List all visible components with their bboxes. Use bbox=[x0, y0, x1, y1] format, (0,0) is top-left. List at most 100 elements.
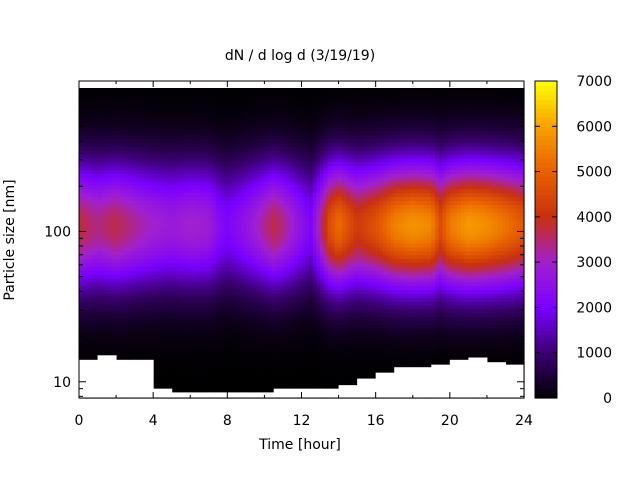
heatmap-cell bbox=[260, 324, 266, 329]
heatmap-cell bbox=[168, 88, 173, 93]
heatmap-cell bbox=[268, 150, 273, 155]
heatmap-cell bbox=[156, 351, 162, 356]
heatmap-cell bbox=[138, 99, 143, 105]
heatmap-cell bbox=[156, 254, 162, 260]
heatmap-cell bbox=[108, 111, 113, 116]
heatmap-cell bbox=[305, 153, 310, 159]
heatmap-cell bbox=[227, 305, 232, 310]
heatmap-cell bbox=[242, 289, 247, 294]
heatmap-cell bbox=[153, 281, 158, 287]
heatmap-cell bbox=[242, 231, 247, 236]
heatmap-cell bbox=[112, 328, 117, 333]
heatmap-cell bbox=[242, 227, 247, 232]
heatmap-cell bbox=[93, 328, 99, 333]
heatmap-cell bbox=[190, 95, 195, 101]
heatmap-cell bbox=[242, 347, 247, 353]
heatmap-cell bbox=[201, 308, 206, 314]
heatmap-cell bbox=[186, 312, 191, 318]
heatmap-cell bbox=[305, 277, 310, 283]
heatmap-cell bbox=[82, 122, 88, 128]
heatmap-cell bbox=[127, 305, 132, 310]
heatmap-cell bbox=[190, 212, 195, 217]
heatmap-cell bbox=[190, 270, 195, 275]
heatmap-cell bbox=[156, 212, 162, 217]
heatmap-cell bbox=[308, 386, 314, 391]
heatmap-cell bbox=[130, 243, 136, 248]
heatmap-cell bbox=[138, 107, 143, 112]
heatmap-cell bbox=[238, 227, 243, 232]
heatmap-cell bbox=[156, 324, 162, 329]
heatmap-cell bbox=[168, 262, 173, 267]
heatmap-cell bbox=[193, 312, 199, 318]
heatmap-cell bbox=[134, 270, 139, 275]
heatmap-cell bbox=[286, 103, 291, 108]
heatmap-cell bbox=[138, 293, 143, 298]
heatmap-cell bbox=[116, 339, 121, 345]
heatmap-cell bbox=[201, 370, 206, 376]
heatmap-cell bbox=[79, 312, 84, 318]
heatmap-cell bbox=[171, 308, 177, 314]
heatmap-cell bbox=[104, 212, 110, 217]
heatmap-cell bbox=[301, 254, 306, 260]
heatmap-cell bbox=[297, 188, 303, 194]
heatmap-cell bbox=[249, 359, 254, 364]
heatmap-cell bbox=[82, 277, 88, 283]
heatmap-cell bbox=[249, 312, 254, 318]
heatmap-cell bbox=[116, 212, 121, 217]
heatmap-cell bbox=[108, 215, 113, 221]
heatmap-cell bbox=[112, 297, 117, 302]
heatmap-cell bbox=[290, 181, 295, 186]
heatmap-cell bbox=[182, 274, 188, 279]
heatmap-cell bbox=[108, 308, 113, 314]
heatmap-cell bbox=[123, 235, 128, 240]
heatmap-cell bbox=[290, 119, 295, 124]
heatmap-cell bbox=[193, 212, 199, 217]
heatmap-cell bbox=[201, 301, 206, 306]
heatmap-cell bbox=[104, 181, 110, 186]
heatmap-cell bbox=[179, 188, 184, 194]
heatmap-cell bbox=[101, 200, 106, 205]
heatmap-cell bbox=[123, 239, 128, 244]
heatmap-cell bbox=[245, 204, 251, 209]
heatmap-cell bbox=[234, 215, 240, 221]
heatmap-cell bbox=[168, 239, 173, 244]
heatmap-cell bbox=[264, 382, 269, 387]
heatmap-cell bbox=[282, 161, 288, 167]
heatmap-cell bbox=[242, 328, 247, 333]
heatmap-cell bbox=[223, 250, 228, 256]
heatmap-cell bbox=[101, 91, 106, 97]
heatmap-cell bbox=[97, 235, 102, 240]
heatmap-cell bbox=[116, 289, 121, 294]
heatmap-cell bbox=[245, 150, 251, 155]
heatmap-cell bbox=[212, 332, 217, 337]
heatmap-cell bbox=[164, 258, 169, 263]
heatmap-cell bbox=[156, 196, 162, 201]
heatmap-cell bbox=[271, 150, 277, 155]
heatmap-cell bbox=[253, 378, 258, 384]
heatmap-cell bbox=[286, 359, 291, 364]
heatmap-cell bbox=[245, 157, 251, 163]
heatmap-cell bbox=[127, 297, 132, 302]
heatmap-cell bbox=[197, 312, 202, 318]
heatmap-cell bbox=[216, 130, 221, 136]
heatmap-cell bbox=[205, 177, 210, 182]
heatmap-cell bbox=[290, 239, 295, 244]
heatmap-cell bbox=[179, 343, 184, 349]
heatmap-cell bbox=[286, 157, 291, 163]
heatmap-cell bbox=[275, 312, 280, 318]
heatmap-cell bbox=[108, 173, 113, 178]
heatmap-cell bbox=[238, 134, 243, 139]
heatmap-cell bbox=[145, 184, 151, 190]
heatmap-cell bbox=[257, 355, 262, 360]
heatmap-cell bbox=[156, 258, 162, 263]
heatmap-cell bbox=[82, 324, 88, 329]
heatmap-cell bbox=[130, 192, 136, 198]
heatmap-cell bbox=[201, 119, 206, 124]
heatmap-cell bbox=[116, 308, 121, 314]
heatmap-cell bbox=[145, 324, 151, 329]
heatmap-cell bbox=[212, 274, 217, 279]
heatmap-cell bbox=[290, 177, 295, 182]
heatmap-cell bbox=[290, 115, 295, 120]
heatmap-cell bbox=[138, 192, 143, 198]
heatmap-cell bbox=[182, 343, 188, 349]
